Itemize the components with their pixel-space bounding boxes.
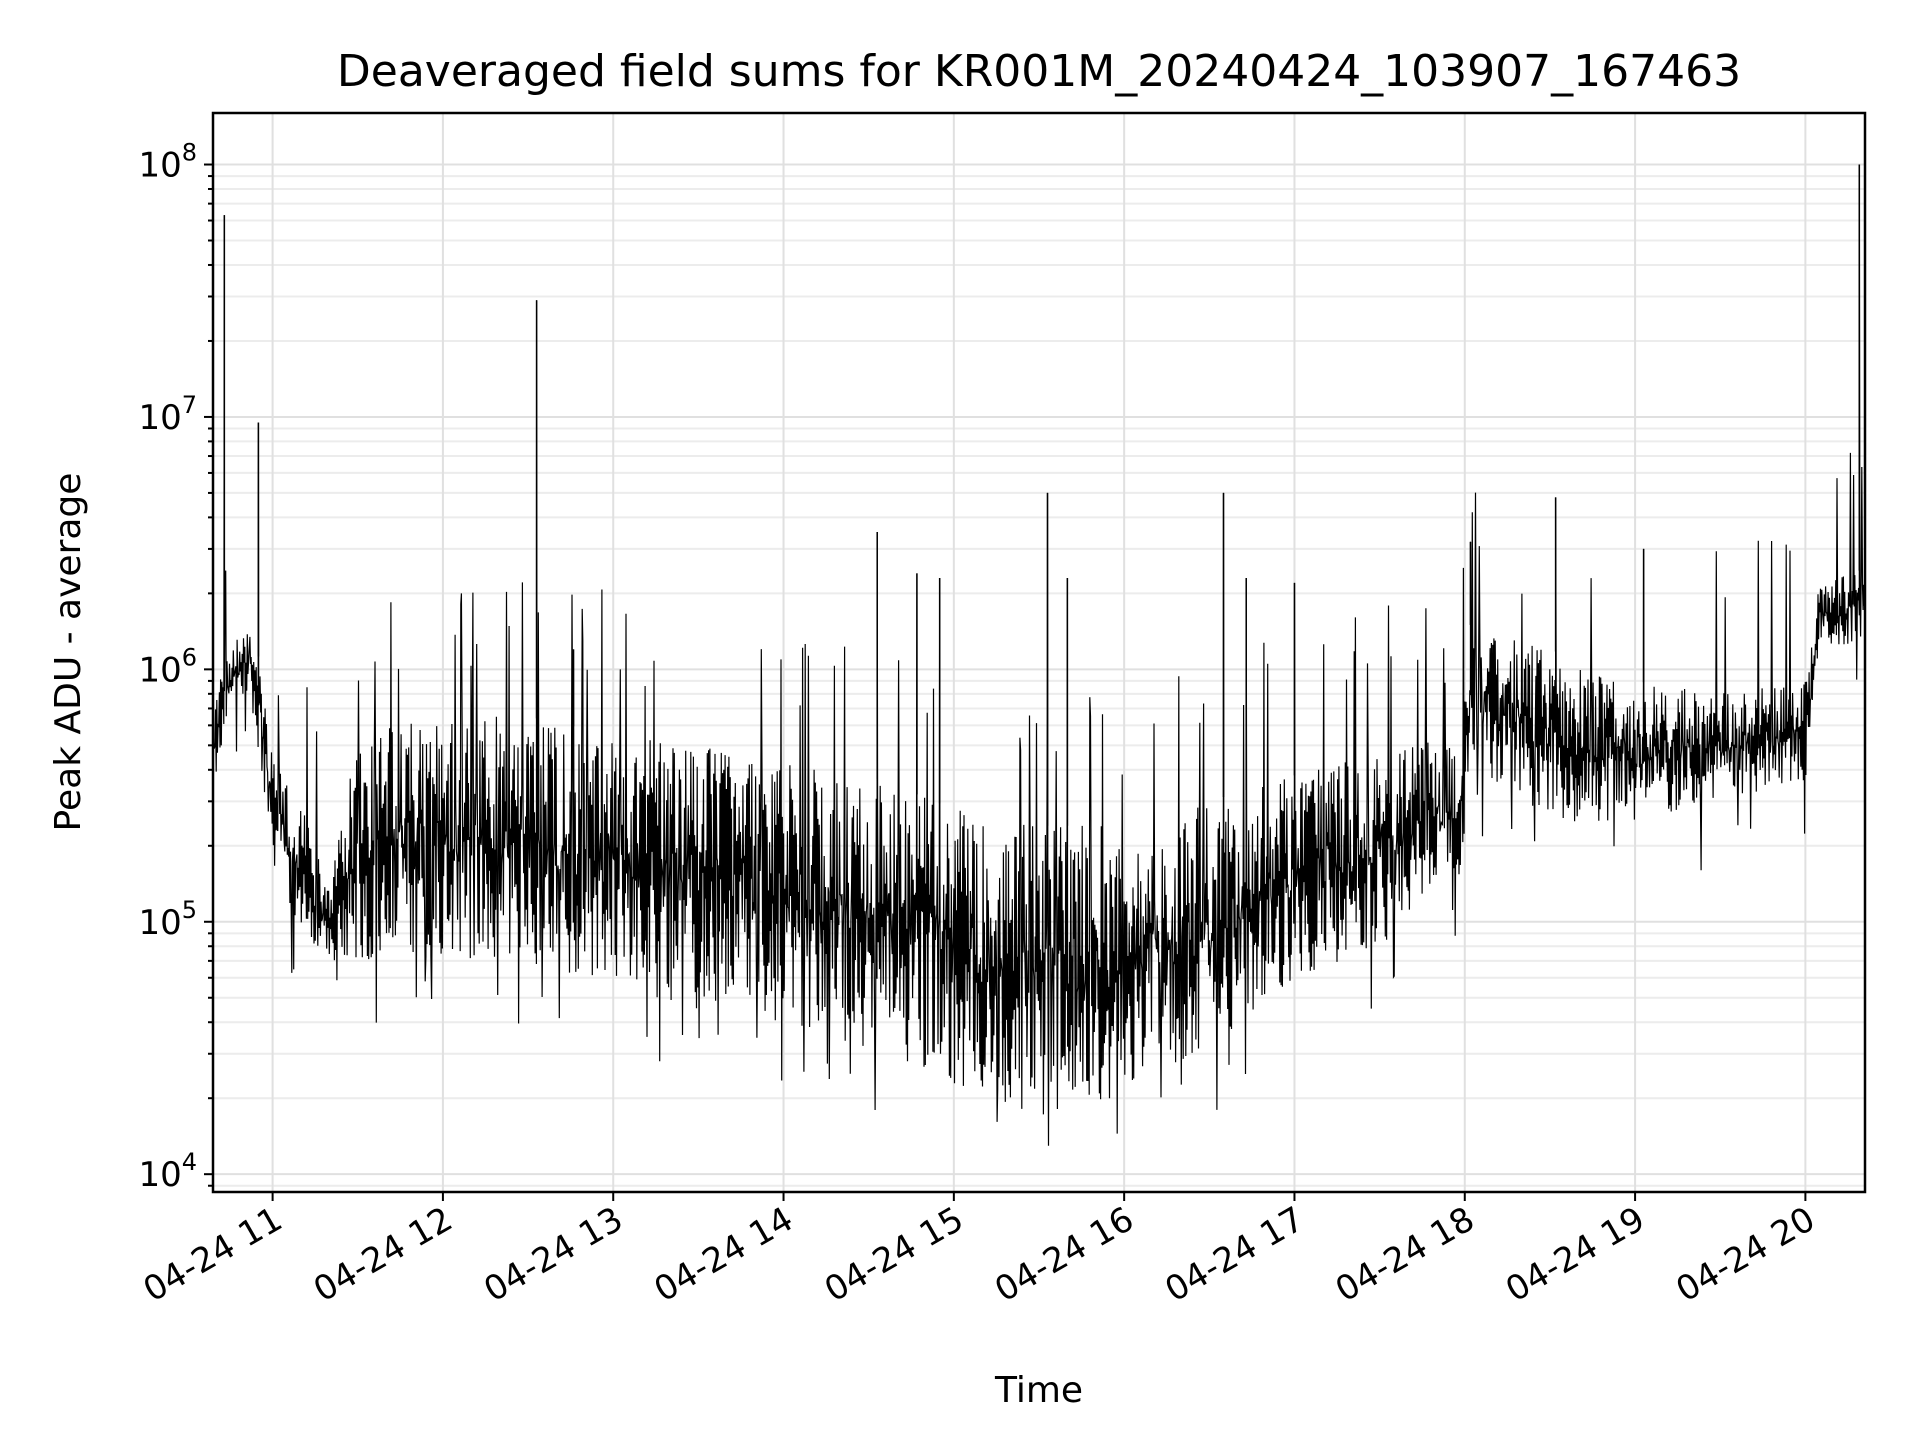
x-axis: 04-24 11 04-24 12 04-24 13 04-24 14 04-24 15… (137, 1192, 1822, 1310)
x-tick-label: 04-24 20 (1669, 1199, 1821, 1310)
x-tick-label: 04-24 14 (648, 1199, 800, 1310)
x-tick-label: 04-24 19 (1499, 1199, 1651, 1310)
x-tick-label: 04-24 15 (818, 1199, 970, 1310)
y-tick-label: 105 (138, 896, 197, 943)
x-tick-label: 04-24 16 (988, 1199, 1140, 1310)
y-tick-label: 106 (138, 643, 197, 690)
y-axis: 104 105 106 107 108 (138, 139, 213, 1195)
x-axis-label: Time (994, 1370, 1083, 1411)
x-tick-label: 04-24 17 (1159, 1199, 1311, 1310)
chart-title: Deaveraged field sums for KR001M_2024042… (337, 46, 1741, 97)
series-layer (212, 164, 1866, 1146)
x-tick-label: 04-24 13 (477, 1199, 629, 1310)
plot-frame (211, 111, 1867, 1194)
x-tick-label: 04-24 11 (137, 1199, 289, 1310)
y-tick-label: 104 (138, 1148, 197, 1195)
y-tick-label: 108 (138, 139, 197, 186)
series-line (212, 164, 1866, 1146)
y-tick-label: 107 (138, 391, 197, 438)
y-axis-label: Peak ADU - average (48, 473, 89, 832)
x-tick-label: 04-24 12 (307, 1199, 459, 1310)
x-tick-label: 04-24 18 (1329, 1199, 1481, 1310)
